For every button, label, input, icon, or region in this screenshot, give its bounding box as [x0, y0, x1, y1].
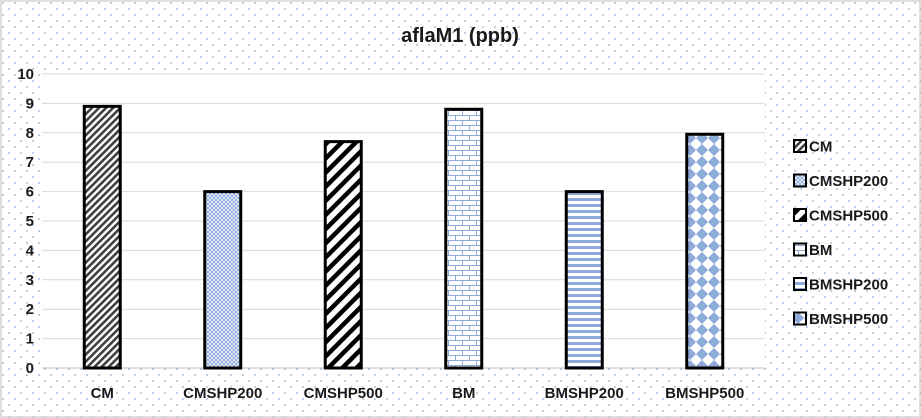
x-tick-label: CM [91, 385, 114, 402]
y-tick-label: 9 [26, 95, 34, 112]
legend-swatch [793, 277, 807, 291]
legend-entry: BMSHP200 [809, 277, 888, 294]
bar-cmshp500 [323, 140, 363, 370]
bar-bmshp200 [564, 190, 604, 370]
bar-cmshp200 [203, 190, 243, 370]
y-tick-label: 5 [26, 213, 34, 230]
bar-bm [444, 107, 484, 370]
y-tick-label: 10 [17, 66, 34, 83]
x-tick-label: CMSHP500 [304, 385, 383, 402]
x-tick-label: CMSHP200 [183, 385, 262, 402]
chart-title: aflaM1 (ppb) [401, 25, 519, 47]
legend-entry: BM [809, 242, 832, 259]
y-tick-label: 1 [26, 331, 34, 348]
bar-bmshp500 [685, 132, 725, 370]
x-tick-label: BMSHP200 [545, 385, 624, 402]
y-tick-label: 8 [26, 125, 34, 142]
x-tick-label: BMSHP500 [665, 385, 744, 402]
legend-swatch [793, 242, 807, 257]
y-tick-label: 7 [26, 154, 34, 171]
legend-swatch [793, 139, 807, 153]
legend-swatch [793, 173, 807, 188]
y-tick-label: 3 [26, 272, 34, 289]
legend-entry: CM [809, 139, 832, 156]
legend-swatch [793, 208, 807, 222]
legend-entry: CMSHP200 [809, 173, 888, 190]
y-tick-label: 6 [26, 184, 34, 201]
y-tick-label: 2 [26, 301, 34, 318]
legend-swatch [793, 311, 807, 326]
x-tick-label: BM [452, 385, 475, 402]
legend-entry: BMSHP500 [809, 311, 888, 328]
legend-entry: CMSHP500 [809, 208, 888, 225]
y-tick-label: 0 [26, 360, 34, 377]
bar-cm [82, 104, 122, 370]
y-tick-label: 4 [26, 242, 35, 259]
